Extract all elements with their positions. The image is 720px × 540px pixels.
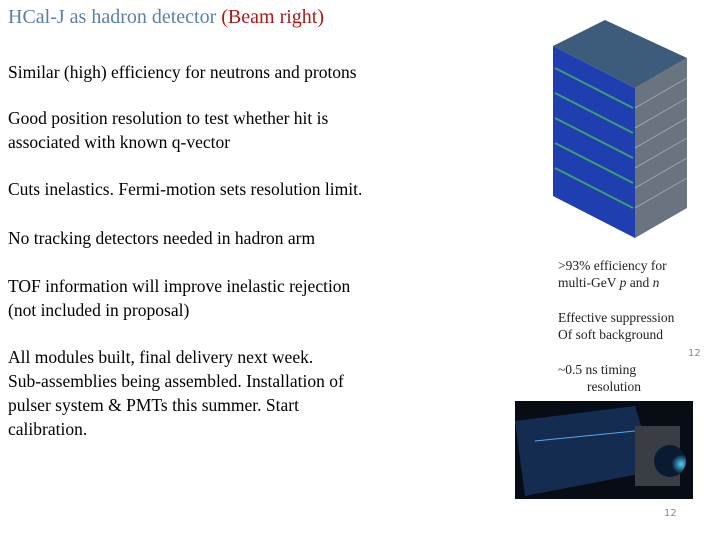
bullet: Good position resolution to test whether… (8, 106, 328, 154)
annotation-suppression: Effective suppression Of soft background (558, 309, 674, 343)
bullet-line: TOF information will improve inelastic r… (8, 276, 351, 296)
bullet-line: No tracking detectors needed in hadron a… (8, 228, 316, 248)
bullet-line: All modules built, final delivery next w… (8, 347, 314, 367)
bullet: No tracking detectors needed in hadron a… (8, 226, 315, 250)
title-note: (Beam right) (221, 6, 325, 28)
bullet: All modules built, final delivery next w… (8, 345, 344, 441)
bullet: TOF information will improve inelastic r… (8, 274, 350, 322)
annotation-line: >93% efficiency for (558, 258, 667, 273)
bullet: Cuts inelastics. Fermi-motion sets resol… (8, 177, 362, 201)
bullet-line: Good position resolution to test whether… (8, 108, 329, 128)
detector-drawing (553, 20, 688, 238)
bullet: Similar (high) efficiency for neutrons a… (8, 60, 357, 84)
text: multi-GeV (558, 275, 620, 290)
annotation-line: multi-GeV p and n (558, 274, 667, 291)
photo (515, 401, 693, 499)
page-number: 12 (664, 508, 677, 519)
bullet-line: calibration. (8, 419, 88, 439)
annotation-timing: ~0.5 ns timing resolution (558, 361, 641, 395)
bullet-line: Sub-assemblies being assembled. Installa… (8, 371, 344, 391)
bullet-line: (not included in proposal) (8, 300, 190, 320)
text: and (626, 275, 653, 290)
bullet-line: pulser system & PMTs this summer. Start (8, 395, 299, 415)
text: n (652, 275, 660, 290)
annotation-efficiency: >93% efficiency for multi-GeV p and n (558, 257, 667, 291)
annotation-line: Effective suppression (558, 310, 675, 325)
bullet-line: Similar (high) efficiency for neutrons a… (8, 62, 357, 82)
title-main: HCal-J as hadron detector (8, 6, 217, 28)
bullet-line: associated with known q-vector (8, 132, 231, 152)
annotation-line: ~0.5 ns timing (558, 362, 637, 377)
annotation-line: resolution (587, 379, 641, 394)
title: HCal-J as hadron detector (Beam right) (8, 6, 324, 29)
bullet-line: Cuts inelastics. Fermi-motion sets resol… (8, 179, 363, 199)
annotation-line: Of soft background (558, 327, 663, 342)
text: p (619, 275, 627, 290)
badge: 12 (688, 348, 701, 359)
